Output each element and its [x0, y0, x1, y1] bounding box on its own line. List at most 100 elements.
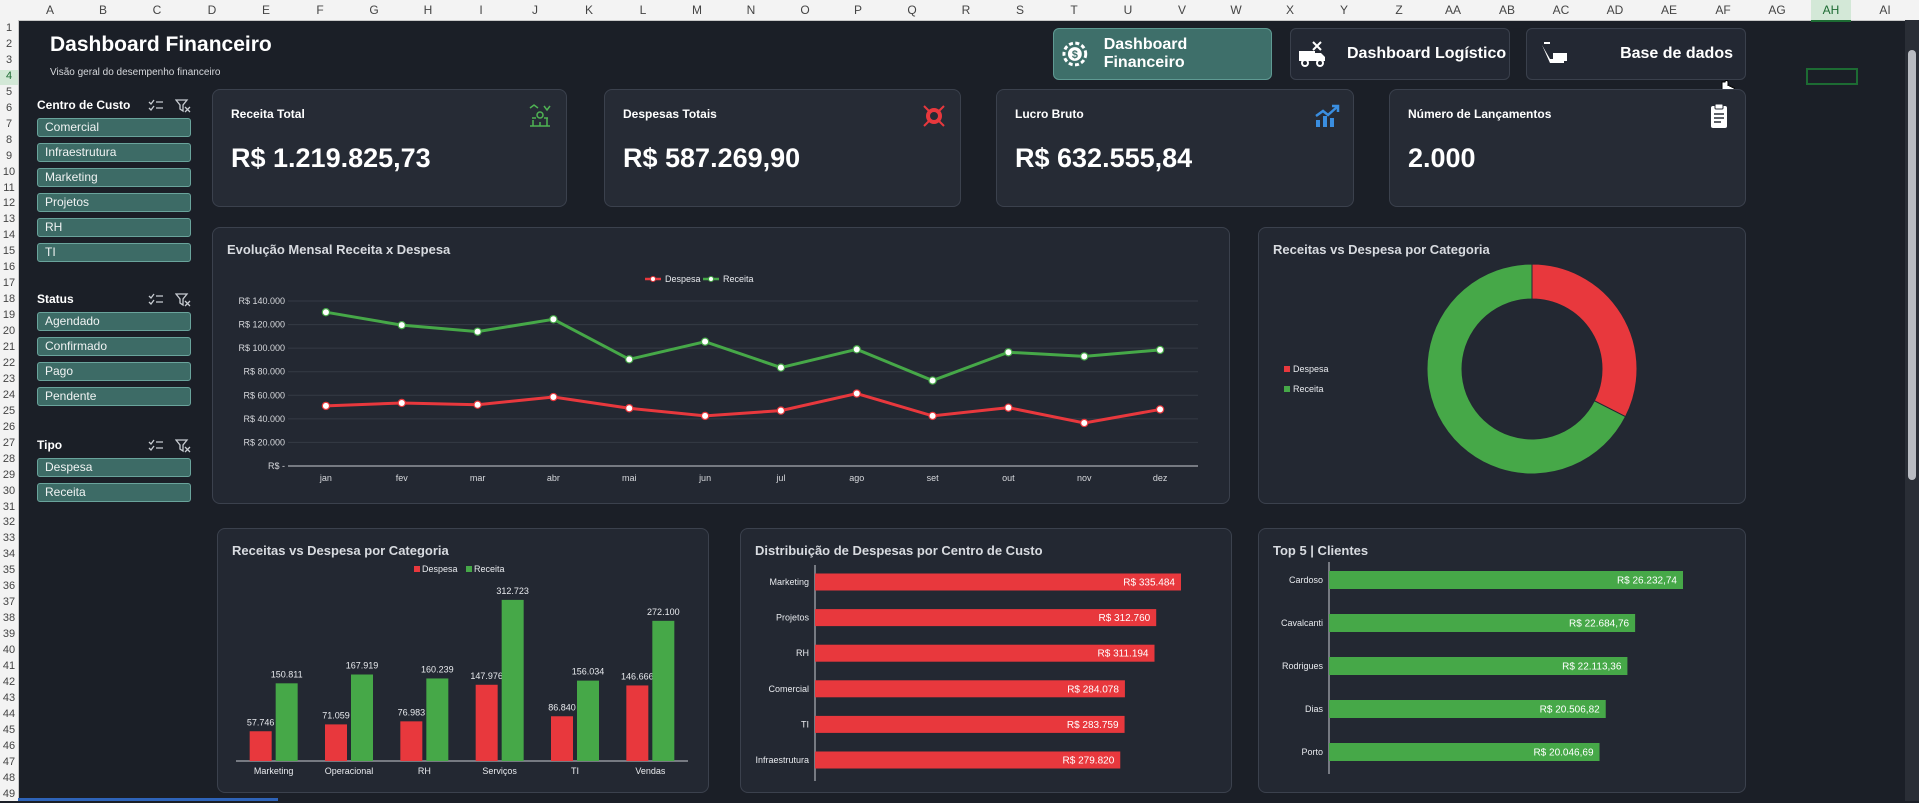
slicer-centro-item-ti[interactable]: TI — [37, 243, 191, 262]
slicer-status-item-pago[interactable]: Pago — [37, 362, 191, 381]
column-header-af[interactable]: AF — [1715, 3, 1731, 17]
row-header-6[interactable]: 6 — [5, 101, 13, 114]
row-header-25[interactable]: 25 — [2, 404, 16, 417]
column-header-n[interactable]: N — [746, 3, 756, 17]
row-header-40[interactable]: 40 — [2, 644, 16, 657]
slicer-status-item-pendente[interactable]: Pendente — [37, 387, 191, 406]
row-header-8[interactable]: 8 — [5, 133, 13, 146]
column-header-ab[interactable]: AB — [1498, 3, 1515, 17]
column-header-v[interactable]: V — [1177, 3, 1186, 17]
row-header-5[interactable]: 5 — [5, 85, 13, 98]
row-header-36[interactable]: 36 — [2, 580, 16, 593]
row-header-14[interactable]: 14 — [2, 229, 16, 242]
column-header-u[interactable]: U — [1123, 3, 1133, 17]
column-header-aa[interactable]: AA — [1444, 3, 1461, 17]
column-header-f[interactable]: F — [316, 3, 324, 17]
column-header-ac[interactable]: AC — [1552, 3, 1570, 17]
row-header-3[interactable]: 3 — [5, 53, 13, 66]
column-header-o[interactable]: O — [800, 3, 810, 17]
column-header-a[interactable]: A — [45, 3, 54, 17]
row-header-48[interactable]: 48 — [2, 771, 16, 784]
slicer-centro-item-marketing[interactable]: Marketing — [37, 168, 191, 187]
multi-select-icon[interactable] — [148, 99, 164, 113]
column-header-p[interactable]: P — [853, 3, 862, 17]
row-header-23[interactable]: 23 — [2, 372, 16, 385]
row-header-42[interactable]: 42 — [2, 675, 16, 688]
multi-select-icon[interactable] — [148, 293, 164, 307]
nav-dashboard-logistico-button[interactable]: Dashboard Logístico — [1290, 28, 1510, 80]
row-header-26[interactable]: 26 — [2, 420, 16, 433]
slicer-centro-item-infraestrutura[interactable]: Infraestrutura — [37, 143, 191, 162]
column-header-x[interactable]: X — [1285, 3, 1294, 17]
column-header-r[interactable]: R — [961, 3, 971, 17]
row-header-22[interactable]: 22 — [2, 356, 16, 369]
row-header-38[interactable]: 38 — [2, 612, 16, 625]
row-header-9[interactable]: 9 — [5, 149, 13, 162]
column-header-ad[interactable]: AD — [1606, 3, 1624, 17]
row-header-19[interactable]: 19 — [2, 309, 16, 322]
clear-filter-icon[interactable] — [175, 293, 191, 307]
row-header-39[interactable]: 39 — [2, 628, 16, 641]
column-header-e[interactable]: E — [261, 3, 270, 17]
column-header-j[interactable]: J — [532, 3, 538, 17]
row-header-30[interactable]: 30 — [2, 484, 16, 497]
clear-filter-icon[interactable] — [175, 439, 191, 453]
row-header-15[interactable]: 15 — [2, 245, 16, 258]
slicer-status-item-confirmado[interactable]: Confirmado — [37, 337, 191, 356]
row-header-32[interactable]: 32 — [2, 516, 16, 529]
slicer-centro-item-rh[interactable]: RH — [37, 218, 191, 237]
slicer-tipo-item-receita[interactable]: Receita — [37, 483, 191, 502]
row-header-31[interactable]: 31 — [2, 500, 16, 513]
slicer-centro-item-comercial[interactable]: Comercial — [37, 118, 191, 137]
column-header-t[interactable]: T — [1070, 3, 1078, 17]
column-header-d[interactable]: D — [207, 3, 217, 17]
row-header-47[interactable]: 47 — [2, 755, 16, 768]
slicer-tipo-item-despesa[interactable]: Despesa — [37, 458, 191, 477]
column-header-q[interactable]: Q — [907, 3, 917, 17]
row-header-35[interactable]: 35 — [2, 564, 16, 577]
slicer-centro-item-projetos[interactable]: Projetos — [37, 193, 191, 212]
vertical-scrollbar[interactable] — [1905, 20, 1919, 801]
column-header-c[interactable]: C — [152, 3, 162, 17]
column-header-w[interactable]: W — [1230, 3, 1242, 17]
column-header-i[interactable]: I — [479, 3, 483, 17]
row-header-1[interactable]: 1 — [5, 22, 13, 34]
multi-select-icon[interactable] — [148, 439, 164, 453]
column-header-b[interactable]: B — [98, 3, 107, 17]
row-header-7[interactable]: 7 — [5, 117, 13, 130]
row-header-20[interactable]: 20 — [2, 325, 16, 338]
row-header-29[interactable]: 29 — [2, 468, 16, 481]
nav-dashboard-financeiro-button[interactable]: $ Dashboard Financeiro — [1053, 28, 1272, 80]
selected-cell[interactable] — [1806, 68, 1858, 85]
row-header-45[interactable]: 45 — [2, 723, 16, 736]
row-header-37[interactable]: 37 — [2, 596, 16, 609]
row-header-2[interactable]: 2 — [5, 37, 13, 50]
column-header-m[interactable]: M — [692, 3, 702, 17]
nav-base-de-dados-button[interactable]: Base de dados — [1526, 28, 1746, 80]
row-header-4[interactable]: 4 — [0, 69, 18, 85]
row-header-34[interactable]: 34 — [2, 548, 16, 561]
row-header-46[interactable]: 46 — [2, 739, 16, 752]
scrollbar-thumb[interactable] — [1908, 50, 1916, 480]
column-header-h[interactable]: H — [423, 3, 433, 17]
column-header-l[interactable]: L — [639, 3, 647, 17]
column-header-ah[interactable]: AH — [1811, 0, 1851, 22]
column-header-ai[interactable]: AI — [1879, 3, 1891, 17]
row-header-43[interactable]: 43 — [2, 691, 16, 704]
row-header-41[interactable]: 41 — [2, 660, 16, 672]
row-header-10[interactable]: 10 — [2, 165, 16, 178]
row-header-21[interactable]: 21 — [2, 341, 16, 353]
column-header-ag[interactable]: AG — [1768, 3, 1786, 17]
column-header-y[interactable]: Y — [1339, 3, 1348, 17]
row-header-16[interactable]: 16 — [2, 261, 16, 274]
row-header-49[interactable]: 49 — [2, 787, 16, 800]
clear-filter-icon[interactable] — [175, 99, 191, 113]
row-header-12[interactable]: 12 — [2, 197, 16, 210]
column-header-g[interactable]: G — [369, 3, 379, 17]
column-header-z[interactable]: Z — [1395, 3, 1403, 17]
row-header-44[interactable]: 44 — [2, 707, 16, 720]
row-header-11[interactable]: 11 — [3, 181, 15, 194]
row-header-24[interactable]: 24 — [2, 388, 16, 401]
row-header-18[interactable]: 18 — [2, 293, 16, 306]
column-header-k[interactable]: K — [584, 3, 593, 17]
